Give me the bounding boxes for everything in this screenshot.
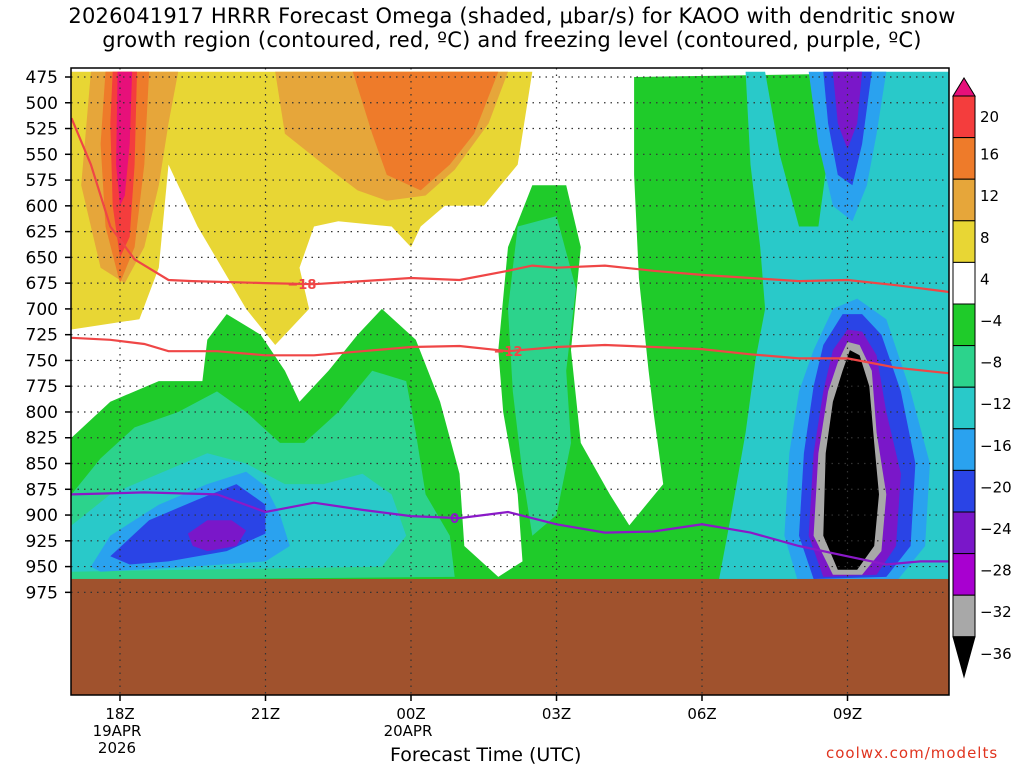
x-tick-label-21Z: 21Z bbox=[251, 705, 280, 723]
y-tick-label-950: 950 bbox=[26, 558, 58, 578]
plot-frame bbox=[70, 67, 950, 696]
colorbar-label-2: 12 bbox=[980, 187, 999, 205]
y-tick-label-525: 525 bbox=[26, 120, 58, 140]
colorbar-segment-9 bbox=[952, 428, 976, 471]
x-tick-label-03Z: 03Z bbox=[542, 705, 571, 723]
y-tick-label-600: 600 bbox=[26, 197, 58, 217]
contour-dgz-minus12 bbox=[71, 336, 949, 375]
terrain-strip bbox=[71, 578, 949, 695]
contour-label-dgz-minus18: −18 bbox=[287, 278, 316, 293]
x-tick-label-09Z: 09Z bbox=[833, 705, 862, 723]
omega-region-lift-purple-upper bbox=[832, 71, 863, 150]
colorbar-label-3: 8 bbox=[980, 229, 990, 247]
y-tick-label-675: 675 bbox=[26, 274, 58, 294]
y-tick-label-800: 800 bbox=[26, 403, 58, 423]
y-tick-label-475: 475 bbox=[26, 68, 58, 88]
y-tick-label-875: 875 bbox=[26, 480, 58, 500]
omega-region-midcolumn-seagreen bbox=[508, 216, 576, 536]
y-tick-label-900: 900 bbox=[26, 506, 58, 526]
contour-dgz-minus18 bbox=[71, 117, 949, 294]
colorbar-label-7: −12 bbox=[980, 395, 1012, 413]
chart-title: 2026041917 HRRR Forecast Omega (shaded, … bbox=[0, 4, 1024, 52]
x-tick-label-06Z: 06Z bbox=[687, 705, 716, 723]
source-credit: coolwx.com/modelts bbox=[826, 744, 999, 762]
x-tick-label-18Z: 18Z bbox=[105, 705, 134, 723]
colorbar-segment-13 bbox=[952, 594, 976, 638]
colorbar-label-9: −20 bbox=[980, 478, 1012, 496]
x-tick-sublabel-18Z-1: 2026 bbox=[98, 739, 136, 757]
omega-region-lowlevel-purple bbox=[187, 520, 247, 552]
colorbar-segment-12 bbox=[952, 553, 976, 596]
colorbar-segment-3 bbox=[952, 178, 976, 222]
omega-region-subsidence-orange bbox=[352, 71, 499, 191]
colorbar-segment-6 bbox=[952, 303, 976, 347]
colorbar-label-5: −4 bbox=[980, 312, 1002, 330]
y-tick-label-550: 550 bbox=[26, 145, 58, 165]
title-line-1: 2026041917 HRRR Forecast Omega (shaded, … bbox=[68, 4, 956, 28]
title-line-2: growth region (contoured, red, ºC) and f… bbox=[102, 28, 922, 52]
colorbar-label-4: 4 bbox=[980, 270, 990, 288]
colorbar-label-13: −36 bbox=[980, 645, 1012, 663]
colorbar-label-6: −8 bbox=[980, 354, 1002, 372]
colorbar-bottom-arrow bbox=[952, 636, 976, 679]
colorbar-label-0: 20 bbox=[980, 108, 999, 126]
y-tick-label-975: 975 bbox=[26, 583, 58, 603]
colorbar-segment-10 bbox=[952, 469, 976, 513]
y-tick-label-500: 500 bbox=[26, 94, 58, 114]
y-tick-label-725: 725 bbox=[26, 326, 58, 346]
y-tick-label-775: 775 bbox=[26, 377, 58, 397]
x-tick-label-00Z: 00Z bbox=[396, 705, 425, 723]
contour-label-freezing-level-0: 0 bbox=[450, 512, 459, 527]
y-tick-label-925: 925 bbox=[26, 532, 58, 552]
y-tick-label-650: 650 bbox=[26, 248, 58, 268]
colorbar-segment-5 bbox=[952, 261, 976, 305]
y-tick-label-700: 700 bbox=[26, 300, 58, 320]
colorbar-label-8: −16 bbox=[980, 437, 1012, 455]
y-tick-label-625: 625 bbox=[26, 223, 58, 243]
y-tick-label-575: 575 bbox=[26, 171, 58, 191]
colorbar-label-10: −24 bbox=[980, 520, 1012, 538]
contour-freezing-level-0 bbox=[71, 491, 949, 566]
colorbar-top-arrow bbox=[952, 77, 976, 97]
contour-label-dgz-minus12: −12 bbox=[494, 345, 523, 360]
colorbar-segment-2 bbox=[952, 137, 976, 180]
x-tick-sublabel-00Z-0: 20APR bbox=[384, 722, 433, 740]
colorbar-segment-1 bbox=[952, 95, 976, 139]
colorbar-label-1: 16 bbox=[980, 146, 999, 164]
colorbar-segment-7 bbox=[952, 345, 976, 388]
colorbar-label-11: −28 bbox=[980, 562, 1012, 580]
colorbar-segment-4 bbox=[952, 220, 976, 263]
x-axis-label: Forecast Time (UTC) bbox=[390, 744, 582, 766]
colorbar-segment-8 bbox=[952, 386, 976, 430]
y-tick-label-750: 750 bbox=[26, 351, 58, 371]
colorbar-label-12: −32 bbox=[980, 603, 1012, 621]
y-tick-label-825: 825 bbox=[26, 429, 58, 449]
colorbar-segment-11 bbox=[952, 511, 976, 555]
y-tick-label-850: 850 bbox=[26, 455, 58, 475]
x-tick-sublabel-18Z-0: 19APR bbox=[93, 722, 142, 740]
